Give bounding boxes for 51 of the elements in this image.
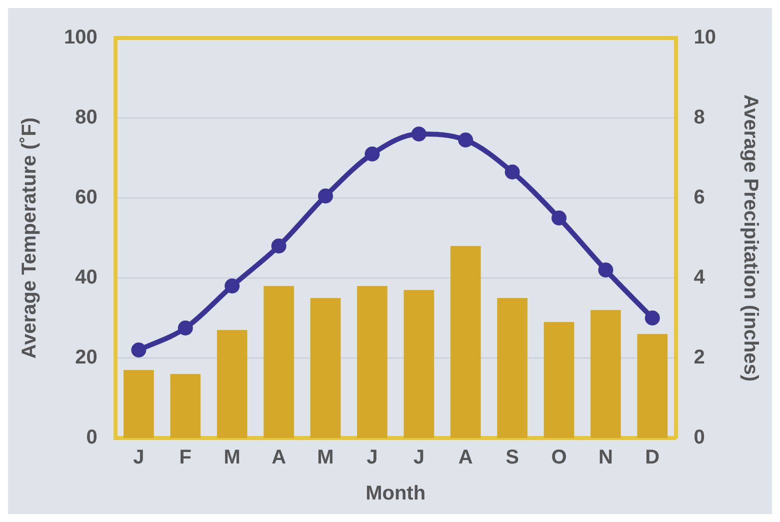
y-tick-label: 80	[75, 106, 98, 129]
point	[411, 126, 426, 142]
bar	[404, 290, 434, 438]
point	[552, 210, 567, 226]
point	[364, 146, 380, 162]
y2-tick-label: 6	[694, 186, 705, 209]
y-tick-label: 60	[75, 186, 98, 209]
bar	[637, 334, 668, 438]
bar	[310, 298, 341, 438]
y2-tick-label: 10	[694, 26, 716, 49]
y2-tick-label: 4	[694, 266, 706, 289]
bar	[216, 330, 248, 438]
point	[644, 310, 660, 326]
x-tick-label: S	[506, 446, 519, 469]
bar	[450, 246, 481, 438]
x-tick-label: A	[458, 446, 473, 469]
x-tick-label: J	[413, 446, 424, 469]
bar	[264, 286, 294, 438]
x-tick-label: M	[317, 446, 334, 469]
x-tick-label: N	[598, 446, 613, 469]
bar	[544, 322, 574, 438]
y-tick-label: 40	[75, 266, 98, 289]
y-axis-title: Average Temperature (˚F)	[18, 117, 41, 359]
point	[178, 320, 193, 336]
x-tick-label: A	[272, 446, 286, 469]
y2-tick-label: 0	[694, 426, 705, 449]
y-tick-label: 20	[75, 346, 98, 369]
x-axis-title: Month	[366, 482, 426, 505]
point	[224, 278, 240, 294]
bar	[590, 310, 621, 438]
y2-axis-title: Average Precipitation (inches)	[739, 94, 762, 382]
point	[598, 262, 614, 278]
x-tick-label: M	[224, 446, 240, 469]
bar	[357, 286, 388, 438]
bar	[124, 370, 154, 438]
point	[131, 342, 146, 358]
point	[318, 188, 334, 204]
y2-tick-label: 8	[694, 106, 705, 129]
y-tick-label: 100	[64, 26, 98, 49]
point	[271, 238, 286, 254]
bar	[170, 374, 201, 438]
point	[504, 164, 520, 180]
y2-tick-label: 2	[694, 346, 705, 369]
x-tick-label: O	[551, 446, 567, 469]
x-tick-label: D	[645, 446, 660, 469]
point	[458, 132, 474, 148]
y-tick-label: 0	[86, 426, 98, 449]
bar	[497, 298, 528, 438]
x-tick-label: F	[179, 446, 192, 469]
x-tick-label: J	[133, 446, 144, 469]
x-tick-label: J	[366, 446, 378, 469]
